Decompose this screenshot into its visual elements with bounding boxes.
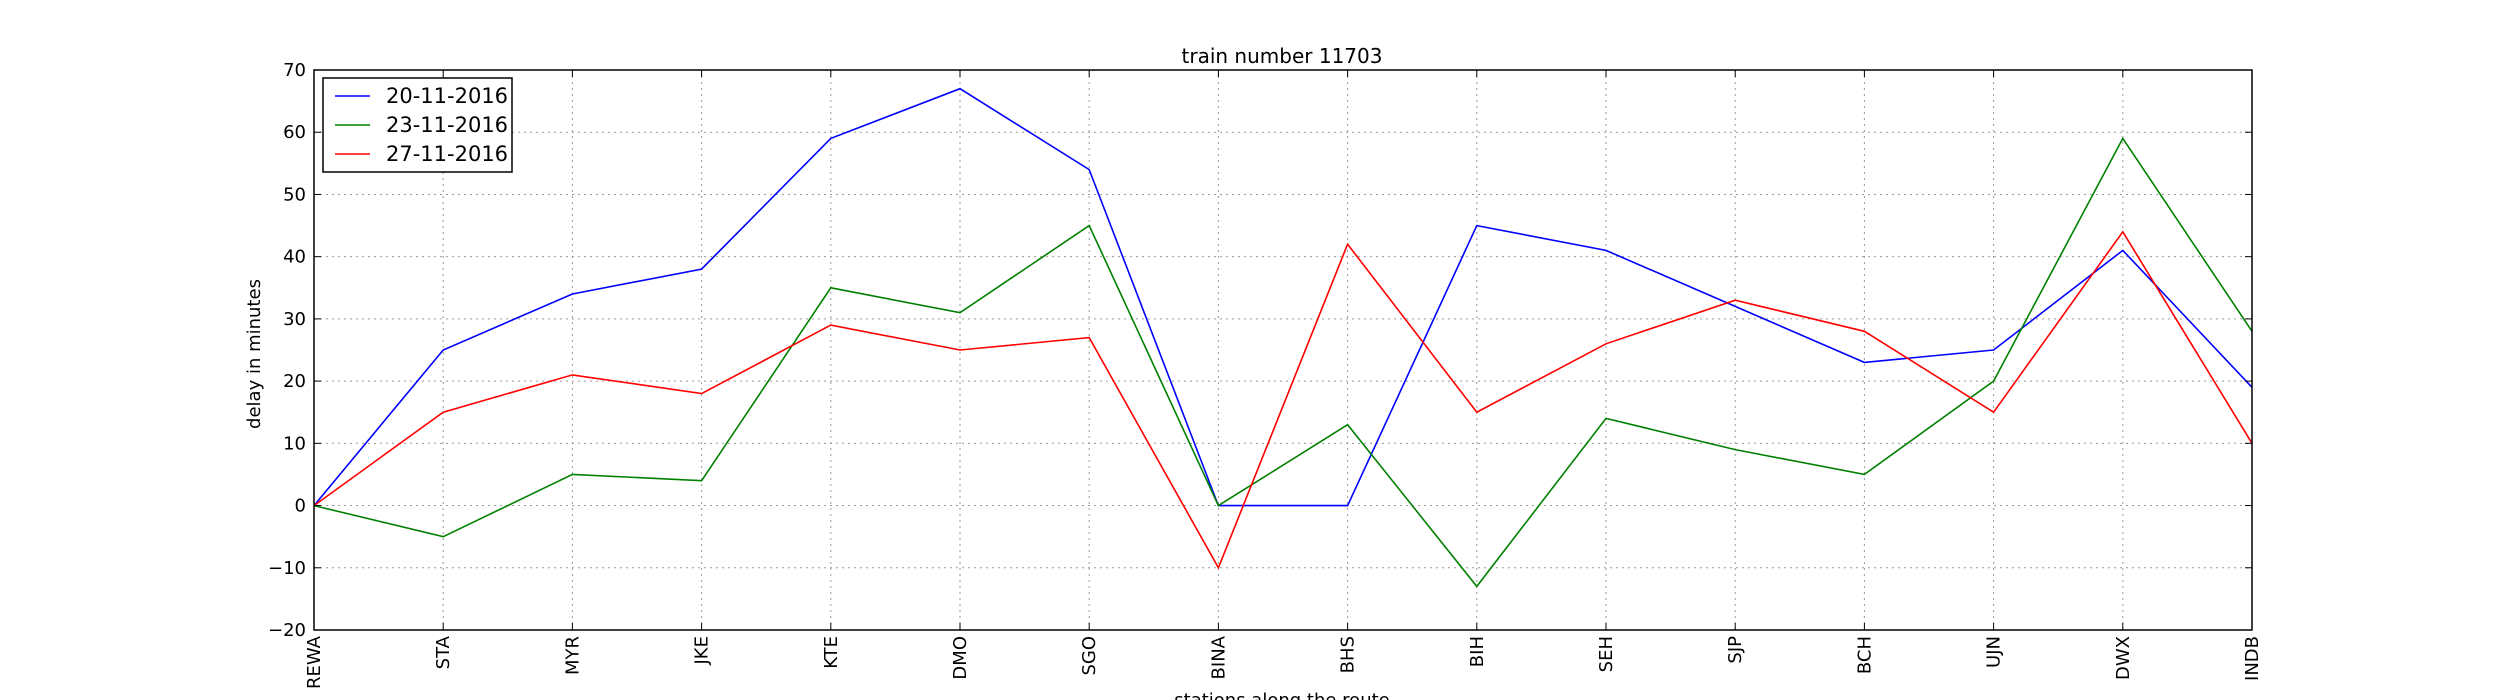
x-tick-label: DWX [2113,636,2134,680]
y-tick-label: −10 [268,558,306,579]
legend-entry-label: 27-11-2016 [386,142,508,166]
x-tick-label: SGO [1079,636,1100,676]
legend-entry-label: 20-11-2016 [386,84,508,108]
y-axis-ticks: −20 −10 0 10 20 30 40 50 60 70 [268,60,2252,641]
chart-title: train number 11703 [1182,44,1383,68]
x-tick-label: KTE [821,636,842,669]
y-tick-label: 60 [283,122,306,143]
y-tick-label: 40 [283,247,306,268]
x-tick-label: UJN [1984,636,2005,668]
x-tick-label: MYR [562,636,583,675]
x-tick-label: DMO [950,636,971,680]
x-tick-label: BHS [1338,636,1359,673]
series-line-20-11-2016 [313,87,2253,507]
x-tick-label: BIH [1467,636,1488,667]
y-tick-label: 0 [295,496,306,517]
legend: 20-11-2016 23-11-2016 27-11-2016 [322,77,513,173]
x-tick-label: BINA [1208,635,1229,679]
x-axis-ticks: REWA STA MYR JKE KTE DMO SGO BINA BHS BIH SEH SJP BC… [304,70,2263,689]
y-tick-label: 20 [283,371,306,392]
series-lines [313,87,2253,588]
series-line-27-11-2016 [313,230,2253,570]
x-tick-label: SEH [1596,636,1617,672]
y-tick-label: −20 [268,620,306,641]
y-tick-label: 50 [283,184,306,205]
series-line-23-11-2016 [313,136,2253,588]
legend-entry-label: 23-11-2016 [386,113,508,137]
y-tick-label: 10 [283,433,306,454]
x-tick-label: REWA [304,635,325,689]
x-tick-label: JKE [692,636,713,666]
x-tick-label: SJP [1725,636,1746,664]
y-tick-label: 30 [283,309,306,330]
grid-lines [313,69,2253,631]
y-tick-label: 70 [283,60,306,81]
x-tick-label: STA [433,635,454,669]
x-tick-label: INDB [2242,636,2263,681]
x-axis-label: stations along the route [1174,690,1389,700]
x-tick-label: BCH [1854,636,1875,674]
y-axis-label: delay in minutes [244,279,265,429]
plot-area-frame [313,69,2253,631]
